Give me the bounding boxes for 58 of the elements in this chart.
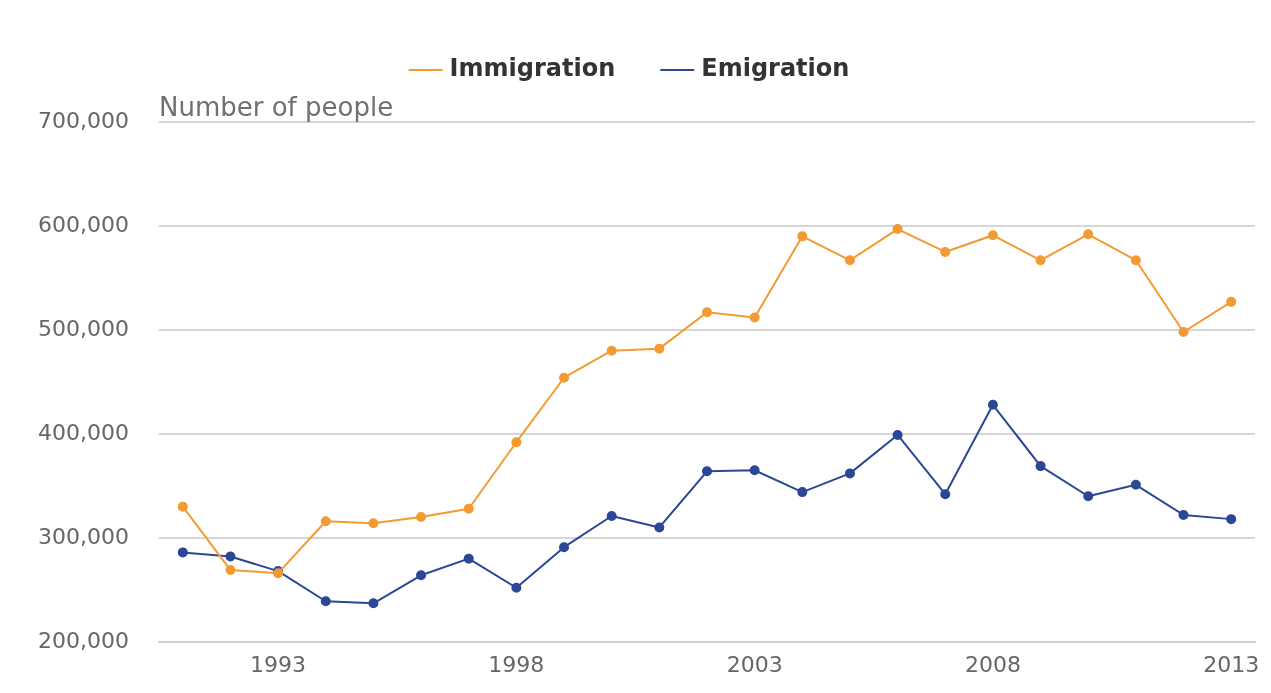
point — [368, 598, 379, 609]
point — [1178, 509, 1189, 520]
point — [1226, 296, 1237, 307]
y-axis-title: Number of people — [158, 91, 394, 122]
point — [511, 582, 522, 593]
point — [559, 542, 570, 553]
point — [1130, 479, 1141, 490]
point — [654, 522, 665, 533]
point — [463, 553, 474, 564]
point — [1083, 491, 1094, 502]
y-tick-label: 500,000 — [37, 315, 129, 341]
point — [606, 511, 617, 522]
x-tick-label: 1993 — [250, 651, 307, 677]
point — [1035, 255, 1046, 266]
point — [320, 596, 331, 607]
point — [844, 255, 855, 266]
point — [1226, 514, 1237, 525]
point — [177, 547, 188, 558]
point — [1178, 327, 1189, 337]
point — [606, 345, 617, 356]
point — [320, 516, 331, 527]
y-tick-label: 300,000 — [37, 523, 129, 549]
point — [368, 518, 379, 529]
x-tick-label: 1998 — [488, 651, 545, 677]
y-tick-label: 700,000 — [37, 107, 129, 133]
y-tick-label: 200,000 — [37, 627, 129, 653]
point — [1130, 255, 1141, 266]
point — [463, 503, 474, 514]
point — [987, 399, 998, 410]
point — [940, 246, 951, 257]
point — [559, 372, 570, 383]
point — [1083, 229, 1094, 240]
point — [892, 224, 903, 235]
point — [797, 231, 808, 242]
point — [177, 501, 188, 512]
point — [654, 343, 665, 354]
x-tick-label: 2013 — [1203, 651, 1260, 677]
point — [701, 307, 712, 318]
point — [749, 312, 760, 323]
point — [701, 466, 712, 477]
legend-label: Emigration — [701, 54, 850, 83]
x-tick-label: 2003 — [726, 651, 783, 677]
point — [416, 570, 427, 581]
point — [225, 551, 236, 562]
x-tick-label: 2008 — [964, 651, 1021, 677]
point — [225, 565, 236, 576]
point — [1035, 461, 1046, 472]
point — [940, 489, 951, 500]
legend-label: Immigration — [449, 54, 616, 83]
point — [511, 437, 522, 448]
point — [749, 465, 760, 476]
point — [797, 487, 808, 498]
point — [892, 429, 903, 440]
point — [844, 468, 855, 479]
point — [416, 512, 427, 523]
y-tick-label: 600,000 — [37, 211, 129, 237]
y-tick-label: 400,000 — [37, 419, 129, 445]
point — [987, 230, 998, 241]
